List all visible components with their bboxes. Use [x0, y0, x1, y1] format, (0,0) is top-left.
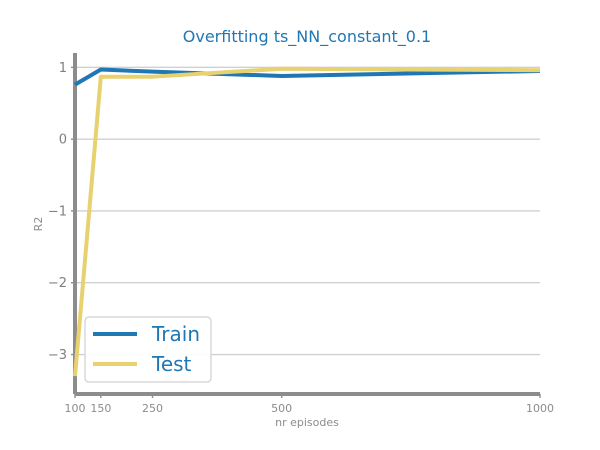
series-layer [73, 66, 541, 377]
y-tick-label: −1 [48, 204, 67, 219]
axis-layer [71, 53, 541, 398]
label-layer: 1 0 −1 −2 −3 100 150 250 500 1000 [48, 61, 554, 415]
y-tick-label: 0 [59, 133, 67, 148]
legend-label-test: Test [151, 352, 192, 376]
x-axis-label: nr episodes [275, 416, 339, 429]
x-tick-label: 500 [271, 402, 292, 415]
y-tick-label: −3 [48, 348, 67, 363]
grid-layer [75, 66, 540, 356]
x-tick-label: 100 [65, 402, 86, 415]
legend-label-train: Train [151, 322, 200, 346]
y-tick-label: −2 [48, 276, 67, 291]
chart-title: Overfitting ts_NN_constant_0.1 [183, 27, 431, 47]
y-tick-label: 1 [59, 61, 67, 76]
x-tick-label: 250 [142, 402, 163, 415]
legend: Train Test [84, 316, 212, 383]
x-tick-label: 150 [90, 402, 111, 415]
series-line-test [73, 66, 541, 377]
series-line-train [73, 67, 541, 87]
x-tick-label: 1000 [526, 402, 554, 415]
y-axis-label: R2 [32, 217, 45, 232]
